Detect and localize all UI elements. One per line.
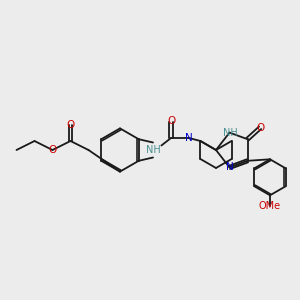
Text: O: O	[167, 116, 175, 127]
Text: O: O	[66, 119, 75, 130]
Text: N: N	[185, 133, 193, 143]
Text: O: O	[48, 145, 57, 155]
Text: NH: NH	[146, 145, 160, 155]
Text: N: N	[226, 162, 233, 172]
Text: NH: NH	[223, 128, 238, 138]
Text: O: O	[256, 123, 264, 133]
Text: OMe: OMe	[259, 201, 281, 211]
